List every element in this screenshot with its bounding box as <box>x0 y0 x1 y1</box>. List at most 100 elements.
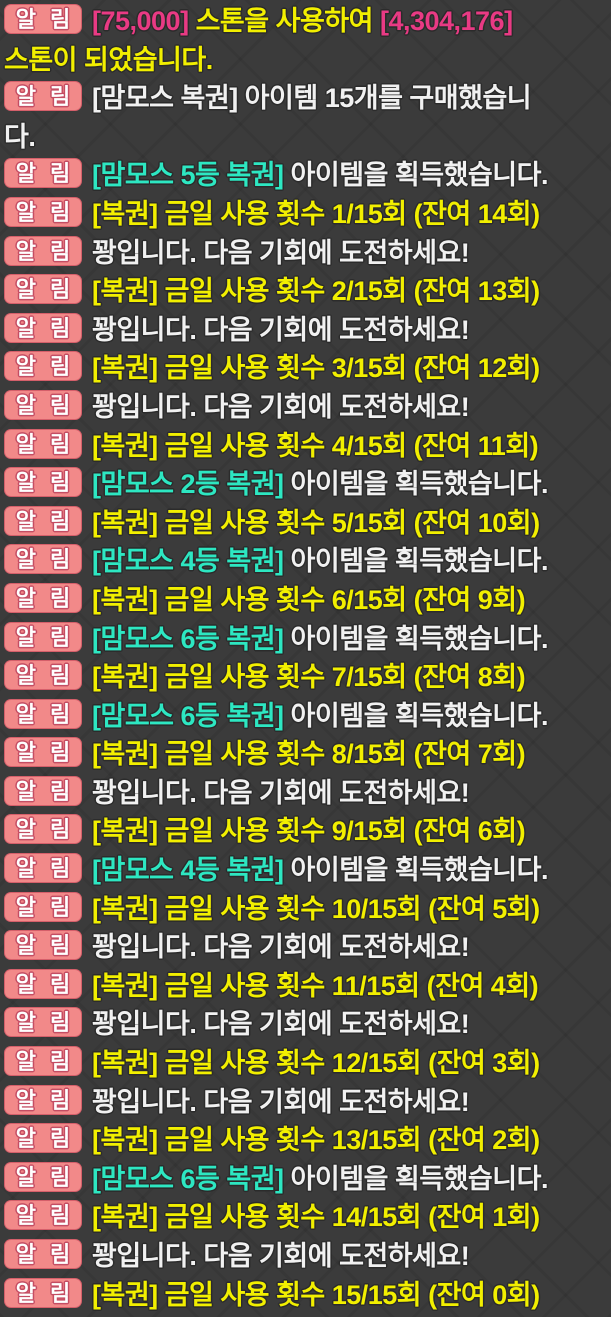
notice-badge: 알 림 <box>4 891 82 922</box>
notice-badge: 알 림 <box>4 853 82 884</box>
message-text: 아이템을 획득했습니다. <box>283 160 549 191</box>
notice-badge: 알 림 <box>4 698 82 729</box>
message-text: 아이템을 획득했습니다. <box>283 855 549 886</box>
notification-message: 알 림 [복권] 금일 사용 횟수 4/15회 (잔여 11회) <box>4 427 609 466</box>
notice-badge: 알 림 <box>4 1239 82 1269</box>
message-text: [복권] 금일 사용 횟수 7/15회 (잔여 8회) <box>92 662 526 693</box>
notification-message: 알 림 [복권] 금일 사용 횟수 8/15회 (잔여 7회) <box>4 735 609 774</box>
message-text: [복권] 금일 사용 횟수 11/15회 (잔여 4회) <box>92 970 539 1001</box>
message-text: [75,000] <box>92 6 189 36</box>
notice-badge: 알 림 <box>4 1277 82 1308</box>
notice-badge: 알 림 <box>4 1046 82 1077</box>
notice-badge: 알 림 <box>4 814 82 845</box>
message-text: [맘모스 복권] 아이템 15개를 구매했습니 <box>92 83 532 114</box>
notice-badge: 알 림 <box>4 505 82 536</box>
notice-badge: 알 림 <box>4 312 82 343</box>
notice-badge: 알 림 <box>4 582 82 613</box>
message-text: [맘모스 4등 복권] <box>92 546 284 577</box>
message-text: [복권] 금일 사용 횟수 1/15회 (잔여 14회) <box>92 198 540 229</box>
notification-message: 알 림 [복권] 금일 사용 횟수 10/15회 (잔여 5회) <box>4 890 609 929</box>
notification-message: 알 림 [맘모스 2등 복권] 아이템을 획득했습니다. <box>4 465 609 504</box>
message-text: [복권] 금일 사용 횟수 2/15회 (잔여 13회) <box>92 276 540 307</box>
notice-badge: 알 림 <box>4 1084 82 1115</box>
message-text: 아이템을 획득했습니다. <box>283 1163 549 1194</box>
message-text: [맘모스 6등 복권] <box>92 1163 284 1194</box>
message-text: [복권] 금일 사용 횟수 6/15회 (잔여 9회) <box>92 584 526 615</box>
notification-message: 알 림 [복권] 금일 사용 횟수 13/15회 (잔여 2회) <box>4 1121 609 1160</box>
notification-message: 알 림 [복권] 금일 사용 횟수 5/15회 (잔여 10회) <box>4 504 609 543</box>
notice-badge: 알 림 <box>4 1123 82 1154</box>
notice-badge: 알 림 <box>4 775 82 806</box>
notice-badge: 알 림 <box>4 235 82 266</box>
message-text: [맘모스 2등 복권] <box>92 469 284 500</box>
notification-message: 알 림 꽝입니다. 다음 기회에 도전하세요! <box>4 1005 609 1044</box>
message-text: [복권] 금일 사용 횟수 13/15회 (잔여 2회) <box>92 1125 540 1156</box>
notice-badge: 알 림 <box>4 4 82 34</box>
message-text: 꽝입니다. 다음 기회에 도전하세요! <box>92 237 470 268</box>
notification-message: 알 림 [복권] 금일 사용 횟수 14/15회 (잔여 1회) <box>4 1198 609 1237</box>
notification-message: 알 림 꽝입니다. 다음 기회에 도전하세요! <box>4 388 609 427</box>
notification-message: 알 림 [복권] 금일 사용 횟수 1/15회 (잔여 14회) <box>4 195 609 234</box>
notice-badge: 알 림 <box>4 158 82 189</box>
message-text: [맘모스 6등 복권] <box>92 623 284 654</box>
notice-badge: 알 림 <box>4 1007 82 1038</box>
message-text: 꽝입니다. 다음 기회에 도전하세요! <box>92 1009 470 1040</box>
notice-badge: 알 림 <box>4 660 82 691</box>
notification-message: 알 림 [복권] 금일 사용 횟수 9/15회 (잔여 6회) <box>4 812 609 851</box>
message-text: [복권] 금일 사용 횟수 9/15회 (잔여 6회) <box>92 816 526 847</box>
notification-message: 알 림 꽝입니다. 다음 기회에 도전하세요! <box>4 928 609 967</box>
notice-badge: 알 림 <box>4 351 82 382</box>
notification-message: 알 림 [복권] 금일 사용 횟수 2/15회 (잔여 13회) <box>4 272 609 311</box>
message-text: 꽝입니다. 다음 기회에 도전하세요! <box>92 314 470 345</box>
message-text: [맘모스 5등 복권] <box>92 160 284 191</box>
message-text: [맘모스 4등 복권] <box>92 855 284 886</box>
notification-message: 알 림 꽝입니다. 다음 기회에 도전하세요! <box>4 234 609 273</box>
notification-message: 알 림 [맘모스 6등 복권] 아이템을 획득했습니다. <box>4 1160 609 1199</box>
message-text: 꽝입니다. 다음 기회에 도전하세요! <box>92 1086 470 1117</box>
notice-badge: 알 림 <box>4 467 82 498</box>
message-text: 아이템을 획득했습니다. <box>283 700 549 731</box>
message-text: [복권] 금일 사용 횟수 4/15회 (잔여 11회) <box>92 430 539 461</box>
notification-message: 알 림 [복권] 금일 사용 횟수 11/15회 (잔여 4회) <box>4 967 609 1006</box>
message-text: 꽝입니다. 다음 기회에 도전하세요! <box>92 932 470 963</box>
notice-badge: 알 림 <box>4 544 82 575</box>
notification-message: 알 림 [복권] 금일 사용 횟수 15/15회 (잔여 0회) <box>4 1276 609 1315</box>
notification-message: 알 림 [맘모스 4등 복권] 아이템을 획득했습니다. <box>4 542 609 581</box>
notification-message: 알 림 꽝입니다. 다음 기회에 도전하세요! <box>4 311 609 350</box>
message-text: [4,304,176] <box>379 6 513 36</box>
notification-message: 알 림 [맘모스 4등 복권] 아이템을 획득했습니다. <box>4 851 609 890</box>
message-text: [복권] 금일 사용 횟수 12/15회 (잔여 3회) <box>92 1048 540 1079</box>
message-text: 아이템을 획득했습니다. <box>283 469 549 500</box>
notice-badge: 알 림 <box>4 968 82 999</box>
message-text: [복권] 금일 사용 횟수 15/15회 (잔여 0회) <box>92 1279 540 1310</box>
message-text: 꽝입니다. 다음 기회에 도전하세요! <box>92 391 470 422</box>
message-text: 꽝입니다. 다음 기회에 도전하세요! <box>92 777 470 808</box>
message-text: 아이템을 획득했습니다. <box>283 546 549 577</box>
message-text: 꽝입니다. 다음 기회에 도전하세요! <box>92 1241 470 1271</box>
message-text: [복권] 금일 사용 횟수 8/15회 (잔여 7회) <box>92 739 526 770</box>
notification-message: 알 림 꽝입니다. 다음 기회에 도전하세요! <box>4 1083 609 1122</box>
message-text: 다. <box>4 121 36 152</box>
notice-badge: 알 림 <box>4 196 82 227</box>
notice-badge: 알 림 <box>4 81 82 112</box>
notice-badge: 알 림 <box>4 930 82 961</box>
notice-badge: 알 림 <box>4 428 82 459</box>
notice-badge: 알 림 <box>4 389 82 420</box>
message-text: [복권] 금일 사용 횟수 14/15회 (잔여 1회) <box>92 1202 540 1233</box>
notification-message: 알 림 [복권] 금일 사용 횟수 6/15회 (잔여 9회) <box>4 581 609 620</box>
message-text: [복권] 금일 사용 횟수 3/15회 (잔여 12회) <box>92 353 540 384</box>
notification-message: 알 림 꽝입니다. 다음 기회에 도전하세요! <box>4 774 609 813</box>
notification-message: 알 림 [복권] 금일 사용 횟수 3/15회 (잔여 12회) <box>4 349 609 388</box>
notice-badge: 알 림 <box>4 1200 82 1231</box>
message-text: 스톤을 사용하여 <box>188 6 380 36</box>
message-text: [복권] 금일 사용 횟수 10/15회 (잔여 5회) <box>92 893 540 924</box>
notice-badge: 알 림 <box>4 274 82 305</box>
notification-message: 알 림 [75,000] 스톤을 사용하여 [4,304,176] 스톤이 되었습니… <box>4 2 609 79</box>
notification-message: 알 림 꽝입니다. 다음 기회에 도전하세요! <box>4 1237 609 1276</box>
message-text: 아이템을 획득했습니다. <box>283 623 549 654</box>
notification-message: 알 림 [맘모스 6등 복권] 아이템을 획득했습니다. <box>4 620 609 659</box>
notice-badge: 알 림 <box>4 737 82 768</box>
notification-message: 알 림 [복권] 금일 사용 횟수 7/15회 (잔여 8회) <box>4 658 609 697</box>
notification-message: 알 림 [맘모스 5등 복권] 아이템을 획득했습니다. <box>4 156 609 195</box>
